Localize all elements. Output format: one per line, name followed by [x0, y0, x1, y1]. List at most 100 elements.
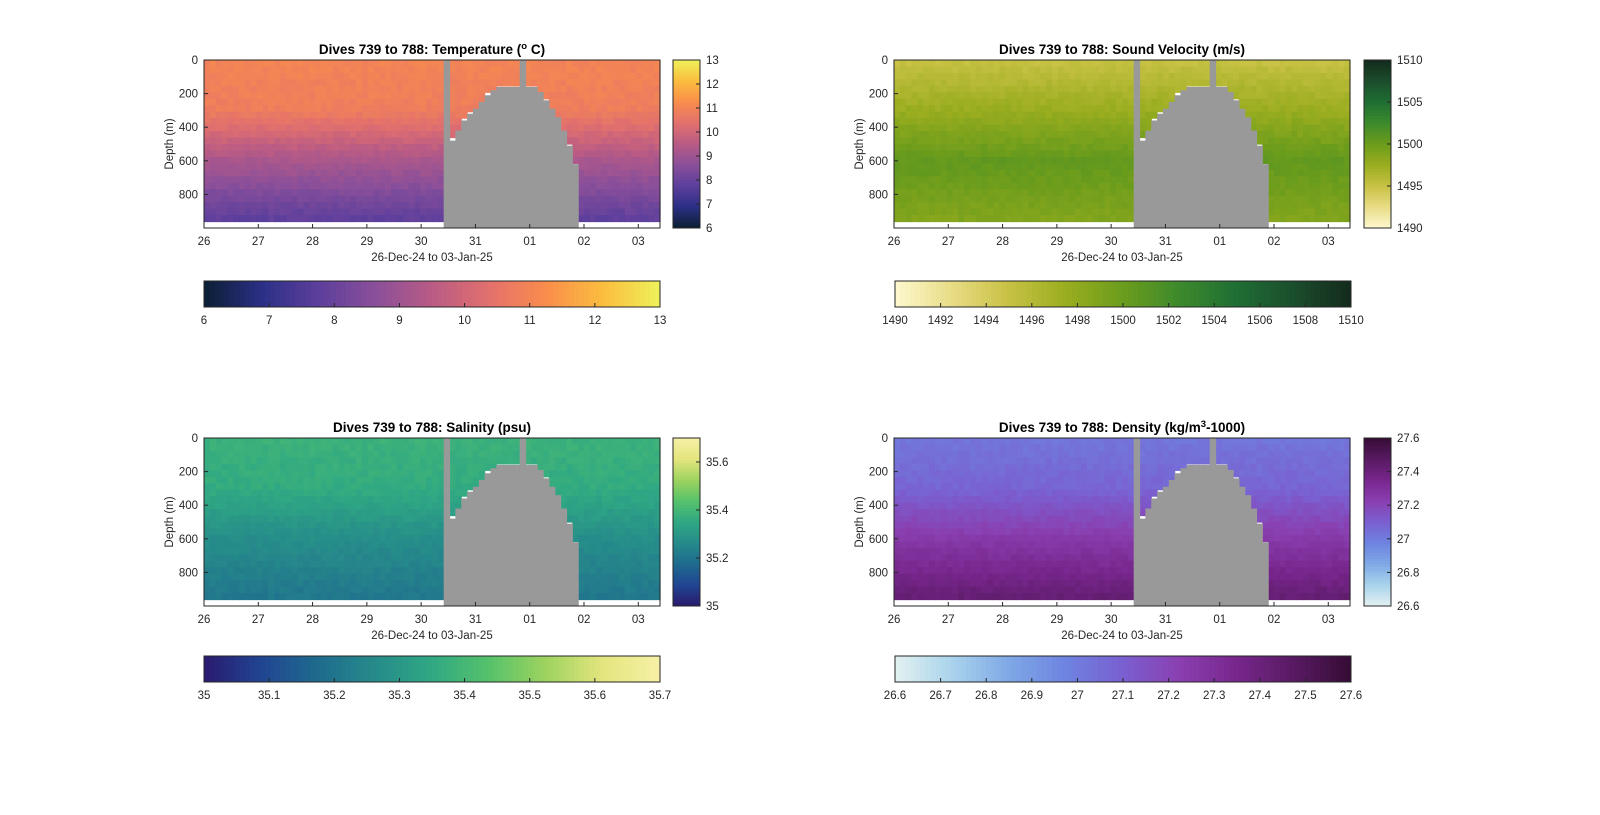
heatmap-cell: [320, 150, 328, 158]
heatmap-cell: [221, 208, 228, 216]
heatmap-cell: [584, 144, 591, 152]
heatmap-cell: [987, 79, 994, 87]
heatmap-cell: [1022, 98, 1030, 106]
heatmap-cell: [1151, 66, 1158, 74]
heatmap-cell: [373, 144, 380, 152]
x-tick-label: 01: [1213, 236, 1226, 248]
heatmap-cell: [250, 79, 258, 87]
heatmap-cell: [297, 515, 304, 523]
colorbar-swatch: [411, 281, 418, 307]
heatmap-cell: [250, 541, 258, 549]
heatmap-cell: [1127, 72, 1135, 80]
heatmap-cell: [1046, 215, 1053, 223]
colorbar-tick-label: 1495: [1397, 181, 1423, 193]
heatmap-cell: [1063, 189, 1070, 197]
heatmap-cell: [408, 105, 416, 113]
heatmap-cell: [244, 144, 252, 152]
heatmap-cell: [589, 137, 597, 145]
heatmap-cell: [619, 463, 626, 471]
heatmap-cell: [648, 124, 655, 132]
heatmap-cell: [1320, 98, 1328, 106]
heatmap-cell: [256, 60, 264, 68]
heatmap-cell: [923, 208, 930, 216]
heatmap-cell: [1250, 111, 1258, 119]
heatmap-cell: [1063, 195, 1070, 203]
heatmap-cell: [531, 450, 538, 458]
colorbar-swatch: [1036, 281, 1043, 307]
heatmap-cell: [338, 92, 345, 100]
heatmap-cell: [1326, 163, 1334, 171]
heatmap-cell: [975, 202, 983, 210]
panel-title: Dives 739 to 788: Temperature (o C): [319, 41, 545, 57]
heatmap-cell: [285, 85, 293, 93]
heatmap-cell: [437, 502, 445, 510]
colorbar-swatch: [1364, 104, 1391, 109]
heatmap-cell: [1162, 98, 1170, 106]
heatmap-cell: [1063, 118, 1070, 126]
x-axis-label: 26-Dec-24 to 03-Jan-25: [371, 252, 492, 264]
heatmap-cell: [449, 502, 456, 510]
no-data-region: [560, 130, 568, 228]
heatmap-cell: [584, 98, 591, 106]
heatmap-cell: [256, 547, 264, 555]
heatmap-cell: [1051, 111, 1059, 119]
heatmap-cell: [239, 593, 246, 601]
heatmap-cell: [291, 547, 299, 555]
heatmap-cell: [256, 580, 264, 588]
heatmap-cell: [1028, 163, 1035, 171]
heatmap-cell: [244, 593, 252, 601]
heatmap-cell: [1016, 85, 1024, 93]
heatmap-cell: [420, 438, 427, 446]
heatmap-cell: [1016, 137, 1024, 145]
heatmap-cell: [1303, 144, 1310, 152]
heatmap-cell: [309, 593, 316, 601]
heatmap-cell: [332, 444, 340, 452]
heatmap-cell: [1151, 98, 1158, 106]
heatmap-cell: [584, 463, 591, 471]
heatmap-cell: [291, 580, 299, 588]
heatmap-cell: [654, 189, 661, 197]
heatmap-cell: [1063, 105, 1070, 113]
heatmap-cell: [1069, 85, 1076, 93]
heatmap-cell: [256, 541, 264, 549]
heatmap-cell: [233, 98, 240, 106]
heatmap-cell: [361, 502, 369, 510]
heatmap-cell: [367, 118, 375, 126]
heatmap-cell: [1326, 215, 1334, 223]
heatmap-cell: [923, 189, 930, 197]
heatmap-cell: [548, 66, 556, 74]
heatmap-cell: [1297, 215, 1304, 223]
heatmap-cell: [274, 541, 281, 549]
heatmap-cell: [437, 189, 445, 197]
heatmap-cell: [402, 489, 410, 497]
heatmap-cell: [525, 444, 532, 452]
heatmap-cell: [1075, 156, 1082, 164]
colorbar-swatch: [673, 200, 700, 204]
heatmap-cell: [1104, 72, 1111, 80]
heatmap-cell: [391, 489, 398, 497]
heatmap-cell: [508, 457, 515, 465]
heatmap-cell: [239, 470, 246, 478]
heatmap-cell: [578, 202, 585, 210]
heatmap-cell: [1127, 163, 1135, 171]
heatmap-cell: [426, 554, 433, 562]
heatmap-cell: [1279, 85, 1287, 93]
heatmap-cell: [391, 150, 398, 158]
heatmap-cell: [402, 163, 410, 171]
heatmap-cell: [630, 580, 638, 588]
heatmap-cell: [432, 476, 439, 484]
heatmap-cell: [1116, 111, 1123, 119]
heatmap-cell: [1116, 137, 1123, 145]
colorbar-tick-label: 10: [706, 127, 719, 139]
heatmap-cell: [344, 586, 351, 594]
heatmap-cell: [239, 105, 246, 113]
heatmap-cell: [262, 85, 269, 93]
heatmap-cell: [1250, 85, 1258, 93]
heatmap-cell: [233, 131, 240, 139]
heatmap-cell: [326, 522, 334, 530]
heatmap-cell: [1051, 156, 1059, 164]
heatmap-cell: [929, 163, 936, 171]
heatmap-cell: [929, 92, 936, 100]
heatmap-cell: [578, 150, 585, 158]
heatmap-cell: [280, 176, 287, 184]
